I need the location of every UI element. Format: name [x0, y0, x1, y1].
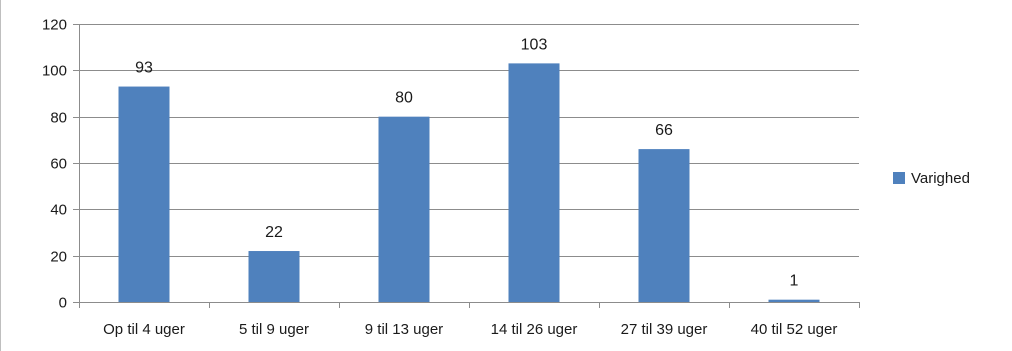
legend: Varighed [893, 170, 970, 187]
bar [118, 86, 170, 302]
data-labels: 93 22 80 103 66 1 [135, 36, 798, 289]
y-tick-label: 100 [42, 63, 67, 80]
y-tick-label: 80 [50, 110, 67, 127]
bars [118, 63, 820, 303]
data-label: 80 [395, 90, 413, 107]
bar [248, 251, 300, 302]
axes [73, 24, 860, 308]
data-label: 93 [135, 60, 153, 77]
x-tick-labels: Op til 4 uger 5 til 9 uger 9 til 13 uger 14… [103, 321, 837, 338]
bar [638, 149, 690, 302]
data-label: 103 [521, 36, 548, 53]
legend-label: Varighed [911, 170, 970, 187]
x-category-label: 5 til 9 uger [239, 321, 309, 338]
gridlines [79, 24, 859, 257]
y-tick-label: 60 [50, 156, 67, 173]
data-label: 1 [790, 273, 799, 290]
legend-swatch [893, 172, 905, 184]
x-category-label: 40 til 52 uger [751, 321, 838, 338]
x-category-label: 27 til 39 uger [621, 321, 708, 338]
y-tick-label: 40 [50, 202, 67, 219]
y-tick-labels: 0 20 40 60 80 100 120 [42, 17, 67, 312]
x-category-label: 14 til 26 uger [491, 321, 578, 338]
x-category-label: 9 til 13 uger [365, 321, 443, 338]
data-label: 22 [265, 224, 283, 241]
y-tick-label: 0 [59, 295, 67, 312]
x-category-label: Op til 4 uger [103, 321, 185, 338]
bar [378, 116, 430, 303]
y-tick-label: 20 [50, 249, 67, 266]
y-tick-label: 120 [42, 17, 67, 34]
bar [508, 63, 560, 303]
bar [768, 299, 820, 302]
data-label: 66 [655, 122, 673, 139]
